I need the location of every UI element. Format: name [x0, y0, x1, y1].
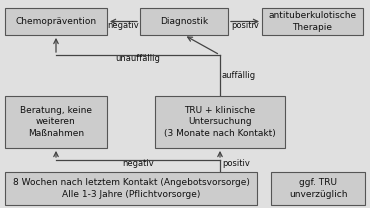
Text: Chemoprävention: Chemoprävention [16, 17, 97, 26]
Bar [140, 8, 228, 35]
Text: positiv: positiv [222, 159, 250, 168]
Text: 8 Wochen nach letztem Kontakt (Angebotsvorsorge)
Alle 1-3 Jahre (Pflichtvorsorge: 8 Wochen nach letztem Kontakt (Angebotsv… [13, 178, 249, 199]
Text: TRU + klinische
Untersuchung
(3 Monate nach Kontakt): TRU + klinische Untersuchung (3 Monate n… [164, 106, 276, 138]
Text: ggf. TRU
unverzüglich: ggf. TRU unverzüglich [289, 178, 347, 199]
Bar [5, 8, 107, 35]
Bar [262, 8, 363, 35]
Bar [155, 96, 285, 148]
Text: unauffällig: unauffällig [115, 54, 161, 63]
Text: Diagnostik: Diagnostik [160, 17, 208, 26]
Text: Beratung, keine
weiteren
Maßnahmen: Beratung, keine weiteren Maßnahmen [20, 106, 92, 138]
Bar [5, 96, 107, 148]
Text: negativ: negativ [122, 159, 154, 168]
Text: auffällig: auffällig [222, 71, 256, 80]
Text: antituberkulotische
Therapie: antituberkulotische Therapie [269, 11, 357, 32]
Bar [5, 172, 257, 205]
Text: positiv: positiv [231, 21, 259, 30]
Text: negativ: negativ [108, 21, 139, 30]
Bar [271, 172, 365, 205]
